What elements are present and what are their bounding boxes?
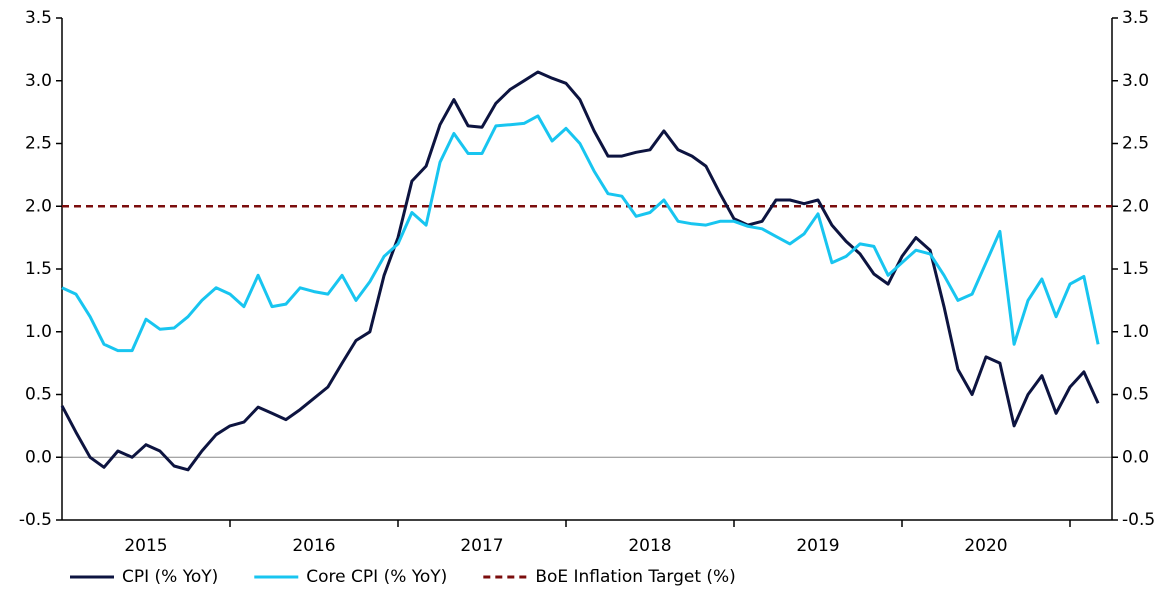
x-tick-label: 2017 [460,536,503,556]
legend-label: CPI (% YoY) [122,567,218,587]
y2-tick-label: 1.0 [1122,322,1149,342]
y-tick-label: 0.5 [25,385,52,405]
y-tick-label: 2.0 [25,196,52,216]
legend-label: Core CPI (% YoY) [306,567,447,587]
y2-tick-label: 2.0 [1122,196,1149,216]
y2-tick-label: 3.0 [1122,71,1149,91]
y2-tick-label: 2.5 [1122,134,1149,154]
y-tick-label: 3.5 [25,8,52,28]
y-tick-label: 3.0 [25,71,52,91]
y-tick-label: 1.0 [25,322,52,342]
series-line [61,114,1100,353]
x-tick-label: 2019 [796,536,839,556]
y2-tick-label: 0.5 [1122,385,1149,405]
y-tick-label: -0.5 [19,510,52,530]
y-tick-label: 1.5 [25,259,52,279]
x-tick-label: 2016 [292,536,335,556]
x-tick-label: 2020 [964,536,1007,556]
y2-tick-label: 3.5 [1122,8,1149,28]
x-tick-label: 2015 [124,536,167,556]
y2-tick-label: 1.5 [1122,259,1149,279]
y2-tick-label: -0.5 [1122,510,1155,530]
legend-label: BoE Inflation Target (%) [535,567,736,587]
y2-tick-label: 0.0 [1122,447,1149,467]
y-tick-label: 2.5 [25,134,52,154]
x-tick-label: 2018 [628,536,671,556]
series-line [60,70,1100,472]
y-tick-label: 0.0 [25,447,52,467]
